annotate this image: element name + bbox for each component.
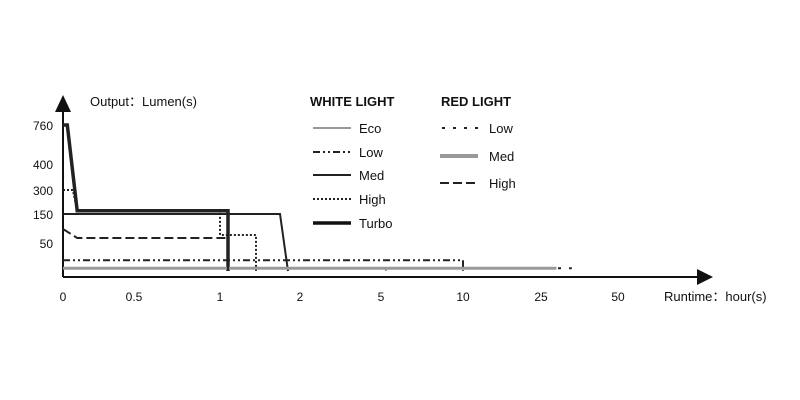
x-tick-label: 0.5 [126,290,143,304]
legend-label: Eco [359,121,381,136]
x-tick-label: 2 [297,290,304,304]
y-tick-label: 50 [40,237,54,251]
x-tick-label: 50 [611,290,625,304]
legend-label: High [359,192,386,207]
legend-white-light: WHITE LIGHT Eco Low Med High Turbo [310,94,395,231]
legend-label: Turbo [359,216,392,231]
x-axis-arrow [697,269,713,285]
series-line-white-light-turbo [63,123,230,271]
series-line-white-light-med [63,213,289,272]
series-line-white-light-low [63,259,464,271]
series-line-red-light-high [62,228,229,271]
legend-label: Low [489,121,513,136]
y-tick-label: 300 [33,184,53,198]
legend-label: Med [489,149,514,164]
x-tick-label: 5 [378,290,385,304]
y-axis-arrow [55,95,71,112]
legend-label: Med [359,168,384,183]
y-tick-label: 150 [33,208,53,222]
x-tick-label: 0 [60,290,67,304]
legend-red-light: RED LIGHT Low Med High [440,94,516,191]
y-tick-label: 760 [33,119,53,133]
y-axis-title: Output：Lumen(s) [90,94,197,109]
legend-title-red-light: RED LIGHT [441,94,511,109]
series-layer [62,123,572,272]
x-tick-label: 1 [217,290,224,304]
x-tick-label: 10 [456,290,470,304]
y-tick-label: 400 [33,158,53,172]
legend-label: Low [359,145,383,160]
x-axis-title: Runtime：hour(s) [664,289,767,304]
x-tick-label: 25 [534,290,548,304]
legend-label: High [489,176,516,191]
legend-title-white-light: WHITE LIGHT [310,94,395,109]
